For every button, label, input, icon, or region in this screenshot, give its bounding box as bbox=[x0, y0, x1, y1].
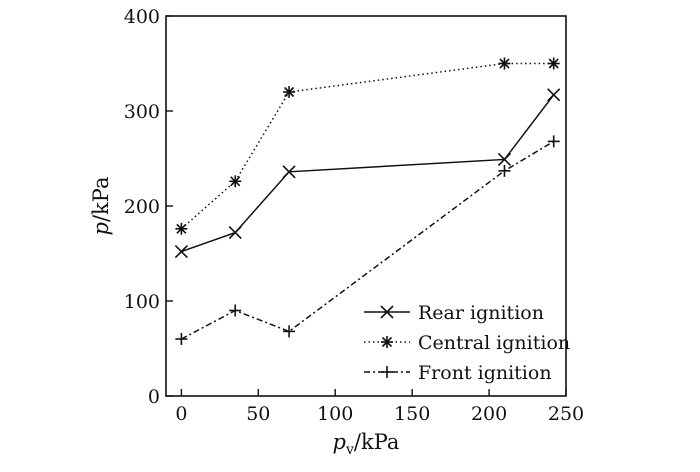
x-axis-title-main: p bbox=[333, 430, 346, 454]
axis-ticks bbox=[166, 15, 567, 397]
legend-marker-0 bbox=[380, 305, 394, 319]
series-2-point-1 bbox=[229, 304, 242, 317]
series-line-0 bbox=[181, 94, 555, 253]
series-0-point-1 bbox=[228, 226, 242, 240]
series-1-point-3 bbox=[498, 57, 511, 70]
series-line-1 bbox=[180, 62, 554, 230]
series-1-point-4 bbox=[547, 57, 560, 70]
series-0-point-0 bbox=[174, 245, 188, 259]
series-0-point-4 bbox=[547, 88, 561, 102]
legend-label-1: Central ignition bbox=[418, 332, 570, 354]
series-line-2 bbox=[181, 140, 555, 340]
x-tick-label-2: 100 bbox=[317, 403, 353, 425]
y-tick-label-3: 300 bbox=[124, 101, 160, 123]
y-axis-title: p/kPa bbox=[89, 177, 113, 236]
x-tick-label-3: 150 bbox=[394, 403, 430, 425]
legend: Rear ignition Central ignition Front ignit… bbox=[364, 302, 570, 384]
x-tick-label-0: 0 bbox=[175, 403, 187, 425]
legend-marker-2 bbox=[381, 366, 393, 378]
tick-labels: 0 50 100 150 200 250 0 100 200 300 400 bbox=[124, 6, 584, 425]
x-tick-label-4: 200 bbox=[471, 403, 507, 425]
y-tick-label-2: 200 bbox=[124, 196, 160, 218]
series-0-point-2 bbox=[282, 165, 296, 179]
series-1-point-2 bbox=[283, 86, 296, 98]
x-tick-label-1: 50 bbox=[246, 403, 270, 425]
series-1-point-0 bbox=[175, 222, 188, 235]
legend-label-2: Front ignition bbox=[418, 362, 552, 384]
y-axis-title-unit: /kPa bbox=[89, 177, 113, 223]
series-2-point-0 bbox=[175, 333, 188, 345]
y-axis-title-main: p bbox=[89, 222, 113, 235]
series-2-point-3 bbox=[498, 164, 511, 177]
y-tick-label-1: 100 bbox=[124, 291, 160, 313]
x-axis-title-unit: /kPa bbox=[354, 430, 400, 454]
legend-marker-1 bbox=[381, 336, 393, 348]
legend-label-0: Rear ignition bbox=[418, 302, 544, 324]
x-tick-label-5: 250 bbox=[548, 403, 584, 425]
series-0-point-3 bbox=[497, 152, 512, 167]
series-1-point-1 bbox=[229, 175, 242, 188]
x-axis-title: pv/kPa bbox=[333, 430, 400, 458]
y-tick-label-0: 0 bbox=[148, 386, 160, 408]
series-2-point-2 bbox=[283, 325, 296, 338]
x-axis-title-subscript: v bbox=[345, 442, 354, 458]
y-tick-label-4: 400 bbox=[124, 6, 160, 28]
series-2-point-4 bbox=[547, 135, 560, 148]
series-layer bbox=[174, 57, 561, 345]
